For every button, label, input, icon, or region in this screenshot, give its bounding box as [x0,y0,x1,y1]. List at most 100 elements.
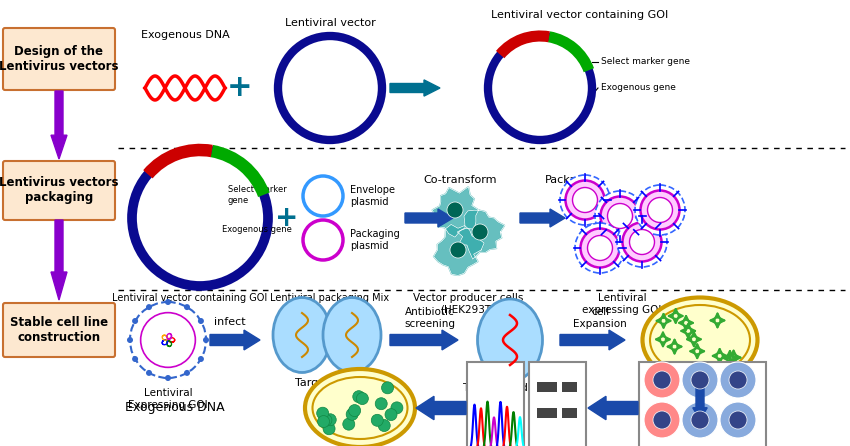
Ellipse shape [273,297,331,372]
Polygon shape [434,224,484,275]
Circle shape [560,175,610,225]
Text: Lentiviral
Expressing GOI: Lentiviral Expressing GOI [128,388,207,409]
Circle shape [729,371,747,389]
Text: Target cells: Target cells [296,378,359,388]
Text: Co-transform: Co-transform [423,175,496,185]
Circle shape [371,414,383,426]
Circle shape [165,375,171,381]
Circle shape [622,223,661,261]
Circle shape [320,414,332,426]
FancyBboxPatch shape [537,408,557,418]
Circle shape [146,370,152,376]
Circle shape [346,409,358,420]
Circle shape [682,402,718,438]
FancyArrow shape [588,396,638,420]
Circle shape [450,242,466,258]
FancyArrow shape [520,209,565,227]
FancyArrow shape [405,209,453,227]
FancyArrow shape [210,330,260,350]
FancyBboxPatch shape [562,382,577,392]
FancyArrow shape [416,396,466,420]
Ellipse shape [323,297,381,372]
FancyBboxPatch shape [537,382,557,392]
FancyArrow shape [51,220,67,300]
Circle shape [488,36,592,140]
Circle shape [356,392,368,405]
Text: Exogenous DNA: Exogenous DNA [140,30,230,40]
Text: Lentiviral packaging Mix: Lentiviral packaging Mix [270,293,389,303]
Circle shape [203,337,209,343]
Text: Envelope
plasmid: Envelope plasmid [350,185,395,207]
Circle shape [324,414,337,426]
Text: cell
Expansion: cell Expansion [573,307,626,329]
Circle shape [303,176,343,216]
Circle shape [573,187,598,212]
Ellipse shape [313,377,407,439]
FancyBboxPatch shape [3,161,115,220]
Text: Lentiviral vector: Lentiviral vector [285,18,376,28]
FancyArrow shape [51,91,67,159]
FancyBboxPatch shape [3,28,115,90]
Circle shape [378,420,390,432]
Text: Select marker
gene: Select marker gene [228,185,286,205]
Ellipse shape [650,305,750,375]
Circle shape [303,220,343,260]
Ellipse shape [478,299,542,381]
FancyBboxPatch shape [562,408,577,418]
Circle shape [691,371,709,389]
Circle shape [447,202,463,218]
Circle shape [720,362,756,398]
Text: Select marker gene: Select marker gene [601,58,690,66]
Text: Packaging
plasmid: Packaging plasmid [350,229,400,251]
Text: +: + [227,74,252,103]
Text: Lentiviral
expressing GOI: Lentiviral expressing GOI [582,293,661,314]
Circle shape [644,402,680,438]
Text: Transfected cells: Transfected cells [463,383,557,393]
Circle shape [691,411,709,429]
Circle shape [653,371,671,389]
Circle shape [348,405,360,417]
Text: Exogenous DNA: Exogenous DNA [125,401,224,414]
Circle shape [318,416,330,428]
Circle shape [184,304,190,310]
Circle shape [343,418,354,430]
Ellipse shape [305,369,415,446]
Polygon shape [432,187,479,237]
Circle shape [353,391,365,403]
FancyBboxPatch shape [529,362,586,446]
Circle shape [595,191,645,241]
Text: Exogenous gene: Exogenous gene [601,83,676,92]
Circle shape [184,370,190,376]
Circle shape [140,313,196,368]
Text: +: + [275,204,298,232]
Text: Lentiviral vector containing GOI: Lentiviral vector containing GOI [491,10,669,20]
Circle shape [653,411,671,429]
Circle shape [375,398,388,410]
Circle shape [608,203,632,228]
Circle shape [565,181,604,219]
Circle shape [587,235,613,260]
Circle shape [391,402,403,414]
Circle shape [165,299,171,305]
Circle shape [132,318,138,324]
Circle shape [382,382,394,394]
Text: Package: Package [545,175,592,185]
Text: Lentiviral vector containing GOI: Lentiviral vector containing GOI [112,293,268,303]
Circle shape [198,318,204,324]
Circle shape [617,217,667,267]
Text: Design of the
Lentivirus vectors: Design of the Lentivirus vectors [0,45,119,73]
Circle shape [635,185,685,235]
Circle shape [132,150,268,286]
FancyArrow shape [693,385,707,420]
Circle shape [682,362,718,398]
Circle shape [130,302,206,378]
Circle shape [472,224,488,240]
FancyArrow shape [390,80,440,96]
FancyArrow shape [390,330,458,350]
Text: Lentivirus vectors
packaging: Lentivirus vectors packaging [0,177,119,205]
Circle shape [278,36,382,140]
Text: Exogenous gene: Exogenous gene [222,226,292,235]
Circle shape [198,356,204,362]
Polygon shape [457,210,505,259]
FancyBboxPatch shape [639,362,766,446]
